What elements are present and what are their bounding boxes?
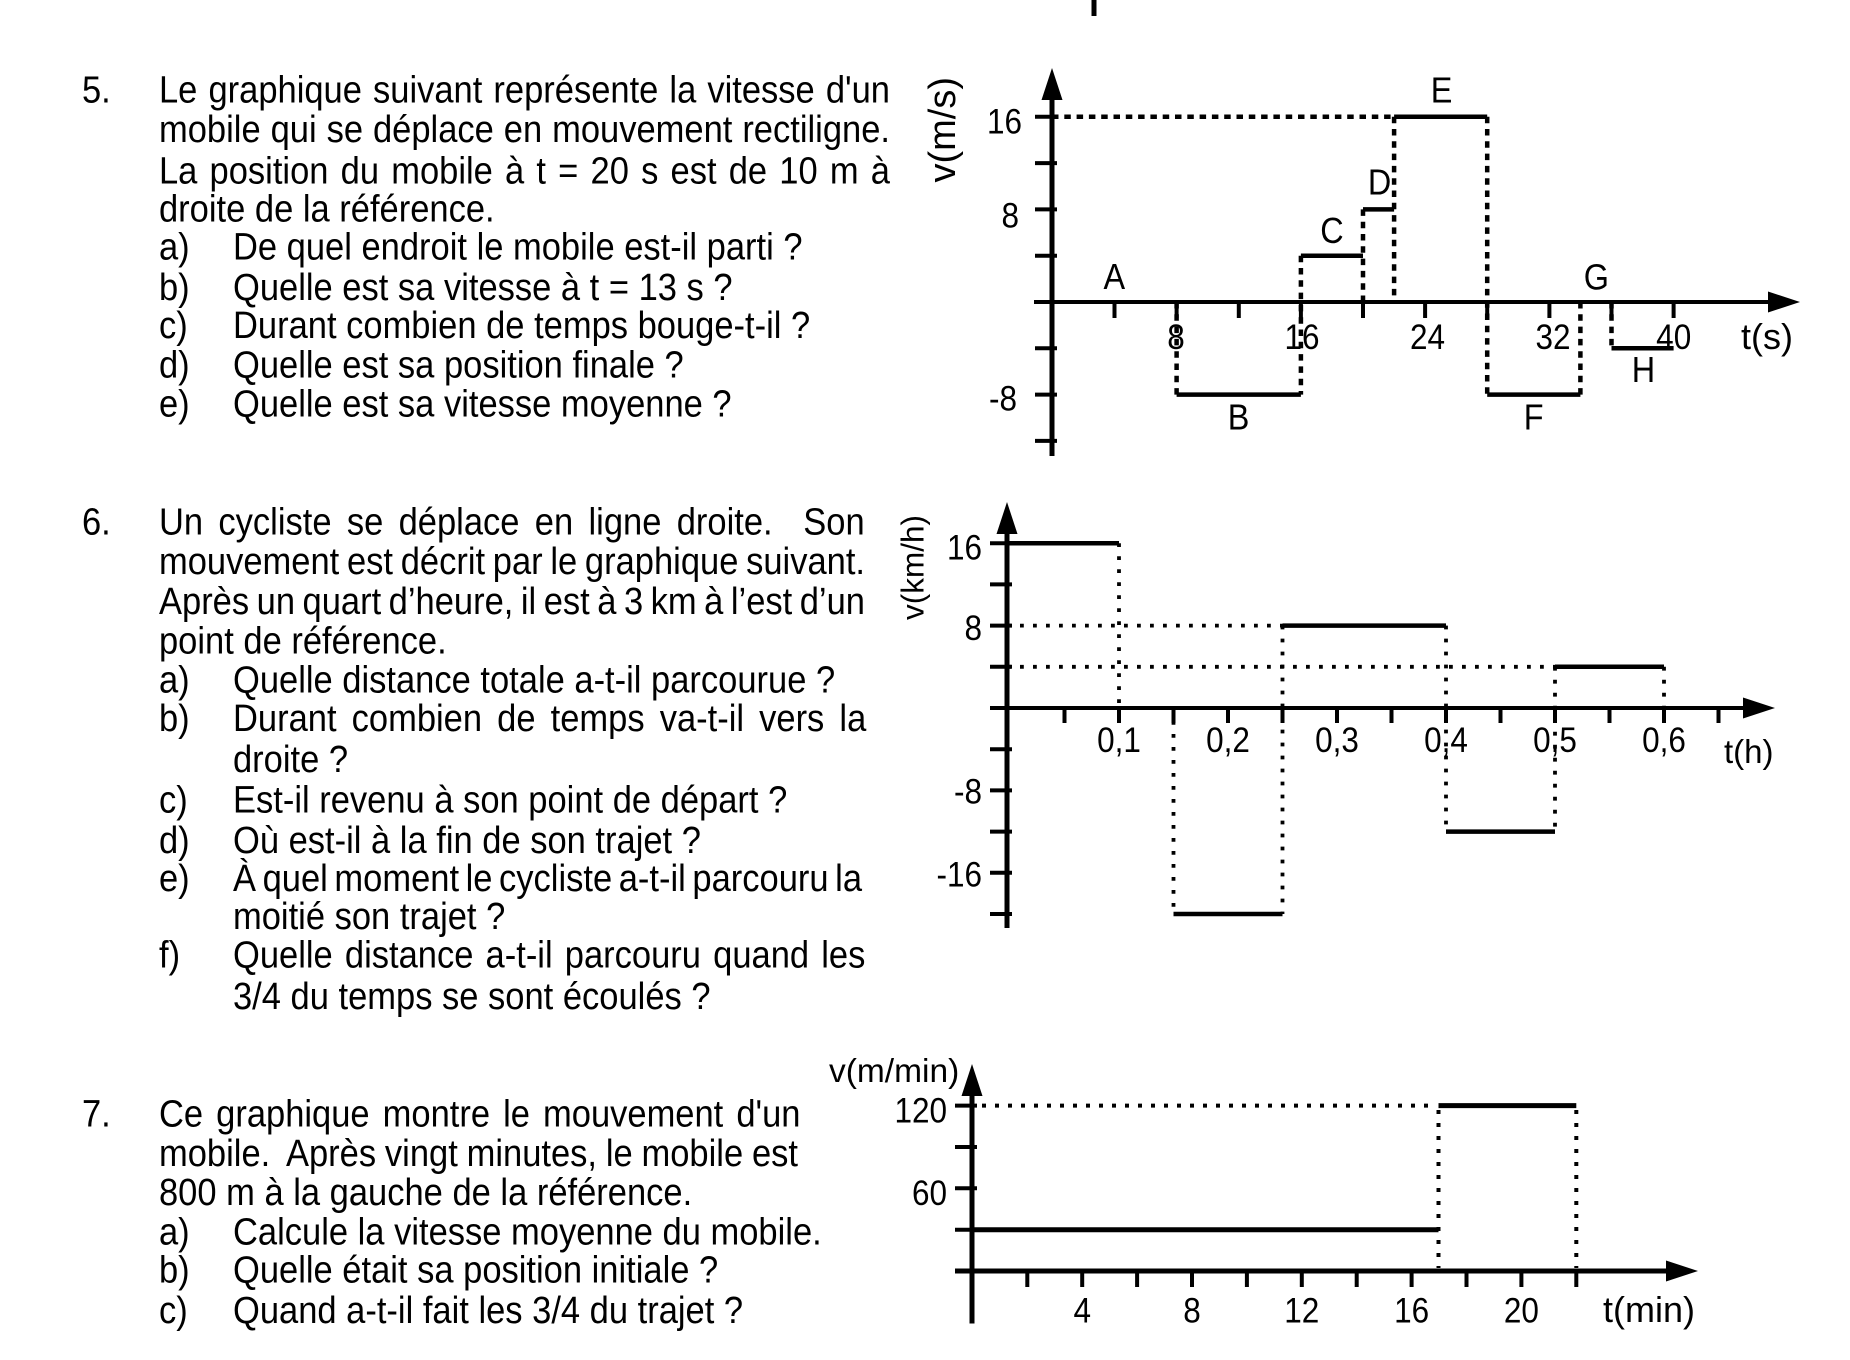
svg-text:0,3: 0,3 <box>1315 721 1359 760</box>
svg-text:-8: -8 <box>989 380 1017 419</box>
svg-text:C: C <box>1320 212 1343 252</box>
svg-text:v(m/min): v(m/min) <box>829 1053 959 1090</box>
svg-text:4: 4 <box>1073 1292 1091 1331</box>
svg-text:D: D <box>1368 163 1391 203</box>
svg-text:-8: -8 <box>954 773 982 812</box>
svg-text:12: 12 <box>1284 1292 1319 1331</box>
svg-text:16: 16 <box>1284 318 1319 357</box>
svg-text:8: 8 <box>1167 318 1185 357</box>
svg-text:v(m/s): v(m/s) <box>922 77 964 183</box>
svg-text:B: B <box>1228 398 1250 438</box>
svg-text:t(h): t(h) <box>1724 733 1774 770</box>
svg-text:8: 8 <box>1001 197 1019 236</box>
svg-text:16: 16 <box>987 103 1022 142</box>
svg-text:F: F <box>1524 398 1544 438</box>
svg-text:0,6: 0,6 <box>1642 721 1686 760</box>
svg-text:A: A <box>1103 258 1125 298</box>
svg-text:60: 60 <box>912 1175 947 1214</box>
svg-text:0,4: 0,4 <box>1424 721 1468 760</box>
svg-text:E: E <box>1431 71 1453 111</box>
svg-text:-16: -16 <box>936 856 982 895</box>
svg-text:0,5: 0,5 <box>1533 721 1577 760</box>
svg-text:H: H <box>1632 351 1655 391</box>
svg-text:8: 8 <box>964 610 982 649</box>
svg-text:20: 20 <box>1504 1292 1539 1331</box>
svg-text:8: 8 <box>1183 1292 1201 1331</box>
svg-text:120: 120 <box>894 1092 947 1131</box>
svg-text:t(s): t(s) <box>1741 316 1793 357</box>
svg-text:32: 32 <box>1535 318 1570 357</box>
svg-text:24: 24 <box>1410 318 1445 357</box>
svg-text:0,1: 0,1 <box>1097 721 1141 760</box>
svg-text:16: 16 <box>1394 1292 1429 1331</box>
svg-text:16: 16 <box>947 529 982 568</box>
svg-text:0,2: 0,2 <box>1206 721 1250 760</box>
svg-text:40: 40 <box>1656 318 1691 357</box>
svg-text:G: G <box>1584 258 1609 298</box>
svg-text:t(min): t(min) <box>1603 1289 1695 1330</box>
svg-text:v(km/h): v(km/h) <box>895 515 931 620</box>
